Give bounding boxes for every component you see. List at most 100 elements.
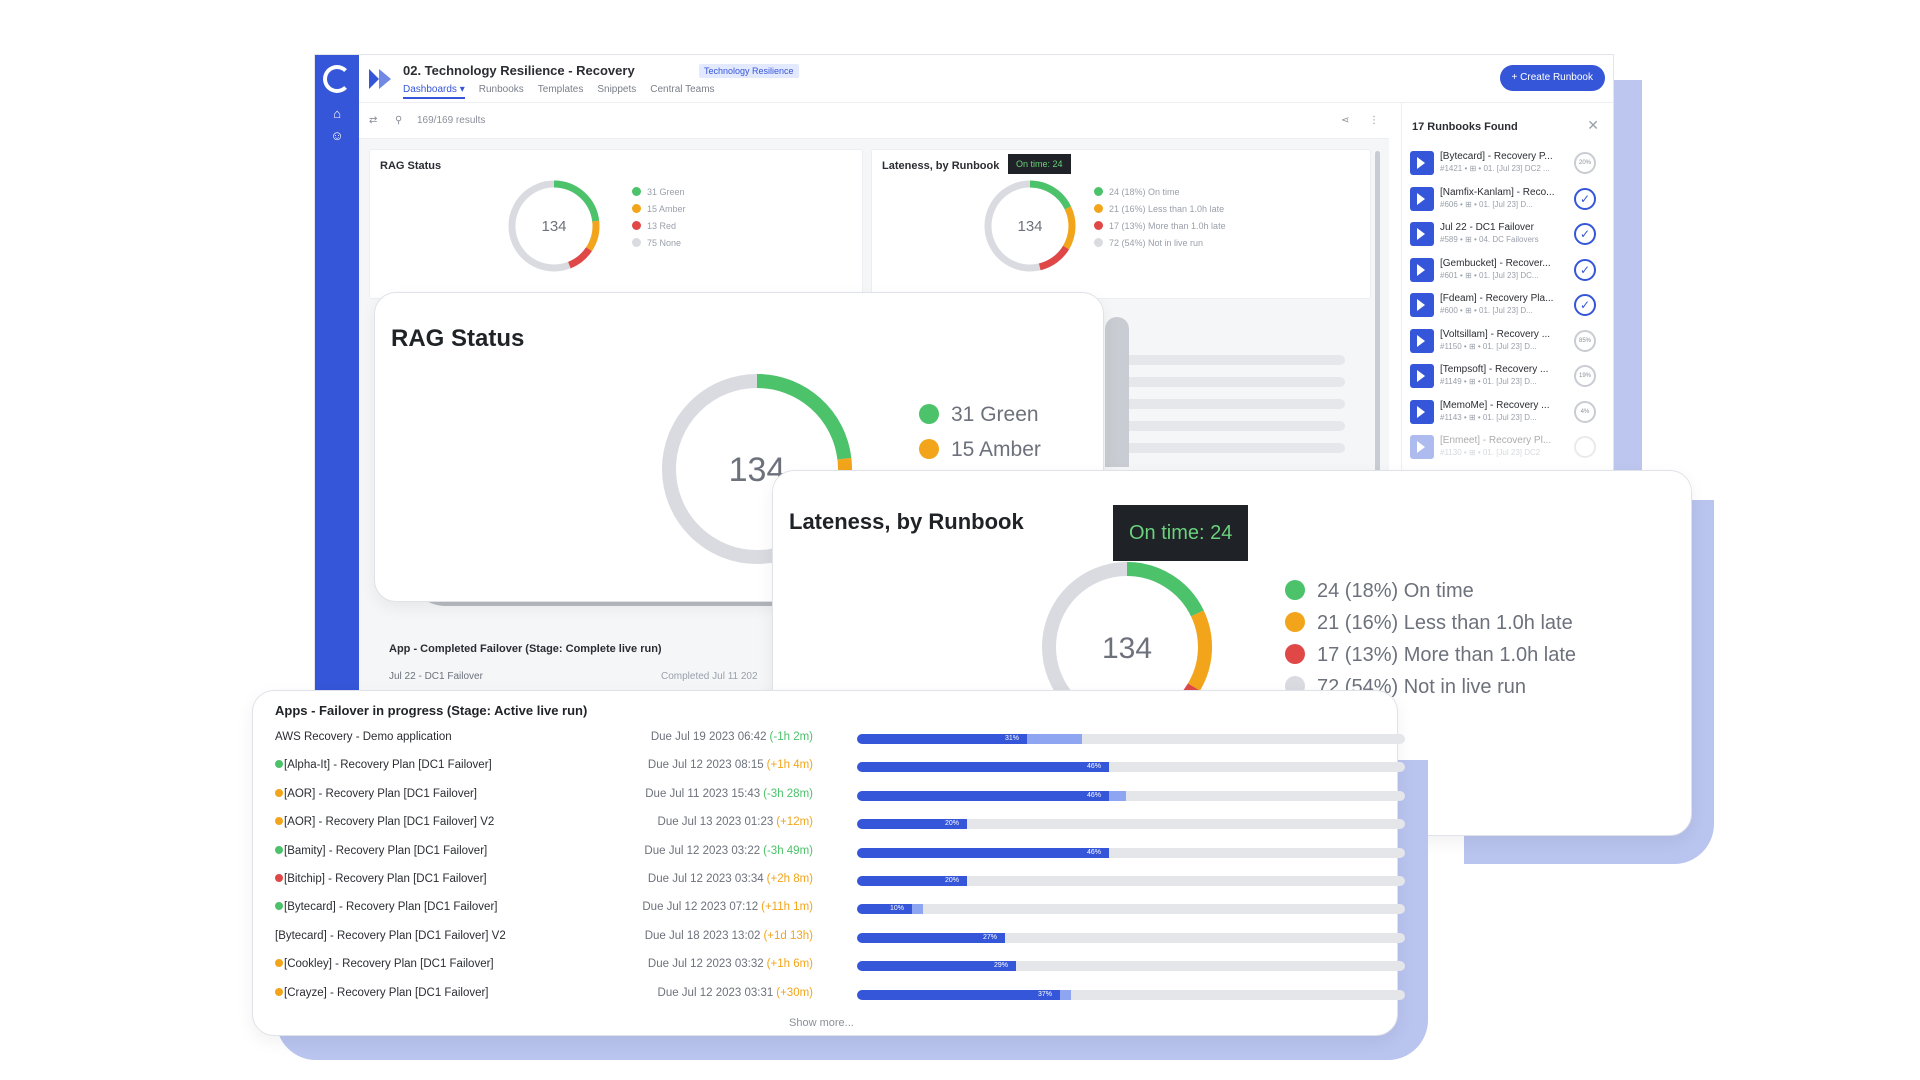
runbook-list-item[interactable]: [Voltsillam] - Recovery ... #1150 • ⊞ • 0… xyxy=(1410,325,1610,357)
app-runbook-name[interactable]: [Cookley] - Recovery Plan [DC1 Failover] xyxy=(275,958,494,970)
runbook-icon xyxy=(1410,364,1434,388)
table-row[interactable]: [Crayze] - Recovery Plan [DC1 Failover] D… xyxy=(275,983,1405,1005)
app-runbook-name[interactable]: [Bytecard] - Recovery Plan [DC1 Failover… xyxy=(275,929,506,942)
rag-status-dot xyxy=(275,874,283,882)
table-row[interactable]: [Bamity] - Recovery Plan [DC1 Failover] D… xyxy=(275,841,1405,863)
runbook-icon xyxy=(1410,435,1434,459)
runbook-list-item[interactable]: [Bytecard] - Recovery P... #1421 • ⊞ • 01… xyxy=(1410,147,1610,179)
check-circle-icon: ✓ xyxy=(1574,187,1596,210)
lateness-tooltip: On time: 24 xyxy=(1113,505,1249,561)
runbook-name: [Bytecard] - Recovery P... xyxy=(1440,151,1553,162)
runbook-name: [Gembucket] - Recover... xyxy=(1440,257,1551,269)
tab-central-teams[interactable]: Central Teams xyxy=(650,84,715,95)
runbook-list-item[interactable]: [Tempsoft] - Recovery ... #1149 • ⊞ • 01.… xyxy=(1410,360,1610,392)
app-runbook-name[interactable]: [AOR] - Recovery Plan [DC1 Failover] V2 xyxy=(275,816,494,828)
due-date: Due Jul 13 2023 01:23 (+12m) xyxy=(657,816,813,829)
rag-status-dot xyxy=(275,788,283,797)
app-runbook-name[interactable]: [AOR] - Recovery Plan [DC1 Failover] xyxy=(275,788,477,800)
table-row[interactable]: [Alpha-It] - Recovery Plan [DC1 Failover… xyxy=(275,755,1405,777)
due-date: Due Jul 12 2023 03:22 (-3h 49m) xyxy=(644,844,813,857)
app-runbook-name[interactable]: [Crayze] - Recovery Plan [DC1 Failover] xyxy=(275,987,489,999)
runbook-icon xyxy=(1410,186,1434,211)
progress-label: 37% xyxy=(1038,990,1053,998)
app-runbook-name[interactable]: [Alpha-It] - Recovery Plan [DC1 Failover… xyxy=(275,759,492,771)
workspace-title: 02. Technology Resilience - Recovery xyxy=(403,63,635,78)
content-scrollbar[interactable] xyxy=(1375,151,1380,481)
lateness-big-title: Lateness, by Runbook xyxy=(789,509,1024,534)
tab-templates[interactable]: Templates xyxy=(537,84,584,95)
runbook-icon xyxy=(1410,293,1434,317)
progress-label: 20% xyxy=(945,877,960,884)
card-title: RAG Status xyxy=(380,160,442,172)
app-runbook-name[interactable]: [Bamity] - Recovery Plan [DC1 Failover] xyxy=(275,845,487,857)
progress-track: 10% xyxy=(857,904,1405,915)
runbook-icon xyxy=(1410,399,1434,424)
progress-fill xyxy=(857,762,1109,773)
runbook-list-item[interactable]: [Enmeet] - Recovery Pl... #1130 • ⊞ • 01.… xyxy=(1410,431,1610,463)
progress-label: 31% xyxy=(1005,735,1020,742)
lateness-donut-small: 134 xyxy=(984,180,1076,272)
app-runbook-name[interactable]: [Bytecard] - Recovery Plan [DC1 Failover… xyxy=(275,901,497,913)
table-row[interactable]: AWS Recovery - Demo application Due Jul 1… xyxy=(275,727,1405,749)
progress-label: 27% xyxy=(983,933,998,941)
rag-slice-amber xyxy=(585,220,600,252)
tab-dashboards[interactable]: Dashboards ▾ xyxy=(403,84,465,99)
home-icon[interactable]: ⌂ xyxy=(333,106,341,121)
table-row[interactable]: [AOR] - Recovery Plan [DC1 Failover] V2 D… xyxy=(275,812,1405,834)
due-date: Due Jul 12 2023 07:12 (+11h 1m) xyxy=(642,901,813,914)
lateness-slice-on-time xyxy=(1029,180,1072,210)
table-row[interactable]: [Bytecard] - Recovery Plan [DC1 Failover… xyxy=(275,897,1405,919)
rag-status-dot xyxy=(275,987,283,996)
table-row[interactable]: [Cookley] - Recovery Plan [DC1 Failover]… xyxy=(275,954,1405,976)
runbook-list-item[interactable]: [Fdeam] - Recovery Pla... #600 • ⊞ • 01. … xyxy=(1410,289,1610,321)
progress-fill xyxy=(857,847,1109,858)
app-header: 02. Technology Resilience - Recovery Tec… xyxy=(359,55,1613,103)
due-delta: (+1h 6m) xyxy=(766,958,813,971)
rag-status-dot xyxy=(275,760,283,769)
share-icon[interactable]: ⋖ xyxy=(1341,115,1350,126)
search-icon[interactable]: ⚲ xyxy=(395,115,403,126)
runbook-list-item[interactable]: [Namfix-Kanlam] - Reco... #606 • ⊞ • 01. … xyxy=(1410,183,1610,215)
workspace-tag[interactable]: Technology Resilience xyxy=(699,64,799,78)
create-runbook-button[interactable]: + Create Runbook xyxy=(1499,65,1605,91)
progress-ring: 19% xyxy=(1574,365,1596,387)
rag-status-dot xyxy=(275,959,283,968)
table-row[interactable]: [AOR] - Recovery Plan [DC1 Failover] Due … xyxy=(275,784,1405,806)
runbook-meta: #1150 • ⊞ • 01. [Jul 23] D... xyxy=(1440,341,1537,351)
runbook-list-item[interactable]: [Gembucket] - Recover... #601 • ⊞ • 01. [… xyxy=(1410,254,1610,286)
runbook-icon xyxy=(1410,328,1434,353)
due-date: Due Jul 12 2023 03:31 (+30m) xyxy=(657,986,813,999)
progress-track: 27% xyxy=(857,932,1405,943)
completed-row-name[interactable]: Jul 22 - DC1 Failover xyxy=(389,671,483,682)
rag-slice-green xyxy=(756,374,852,460)
progress-fill xyxy=(857,819,967,830)
runbook-list-item[interactable]: [MemoMe] - Recovery ... #1143 • ⊞ • 01. [… xyxy=(1410,396,1610,428)
lateness-legend-zoomed: 24 (18%) On time 21 (16%) Less than 1.0h… xyxy=(1285,575,1576,703)
swap-icon[interactable]: ⇄ xyxy=(369,115,378,126)
progress-fill xyxy=(857,790,1109,801)
due-date: Due Jul 12 2023 03:32 (+1h 6m) xyxy=(647,958,813,971)
tab-snippets[interactable]: Snippets xyxy=(597,84,637,95)
more-icon[interactable]: ⋮ xyxy=(1369,115,1379,126)
app-runbook-name[interactable]: [Bitchip] - Recovery Plan [DC1 Failover] xyxy=(275,873,487,885)
progress-fill xyxy=(857,734,1027,744)
lateness-legend-small: 24 (18%) On time 21 (16%) Less than 1.0h… xyxy=(1094,184,1226,252)
runbook-meta: #589 • ⊞ • 04. DC Failovers xyxy=(1440,235,1539,244)
runbook-name: Jul 22 - DC1 Failover xyxy=(1440,222,1534,233)
rag-slice-green xyxy=(553,180,600,222)
due-delta: (+1d 13h) xyxy=(763,929,813,942)
app-runbook-name[interactable]: AWS Recovery - Demo application xyxy=(275,731,452,743)
tab-runbooks[interactable]: Runbooks xyxy=(478,84,524,95)
results-count: 169/169 results xyxy=(417,115,486,126)
runbook-list-item[interactable]: Jul 22 - DC1 Failover #589 • ⊞ • 04. DC F… xyxy=(1410,218,1610,250)
table-row[interactable]: [Bitchip] - Recovery Plan [DC1 Failover]… xyxy=(275,869,1405,891)
table-row[interactable]: [Bytecard] - Recovery Plan [DC1 Failover… xyxy=(275,926,1405,948)
close-icon[interactable]: ✕ xyxy=(1587,117,1599,133)
completed-failover-title: App - Completed Failover (Stage: Complet… xyxy=(389,643,662,655)
app-logo-icon[interactable] xyxy=(323,65,351,93)
due-date: Due Jul 12 2023 03:34 (+2h 8m) xyxy=(647,873,813,885)
progress-ring xyxy=(1574,436,1596,458)
show-more-link[interactable]: Show more... xyxy=(789,1017,854,1029)
users-icon[interactable]: ☺ xyxy=(330,128,344,143)
lateness-slice-less-1h xyxy=(1062,206,1076,250)
